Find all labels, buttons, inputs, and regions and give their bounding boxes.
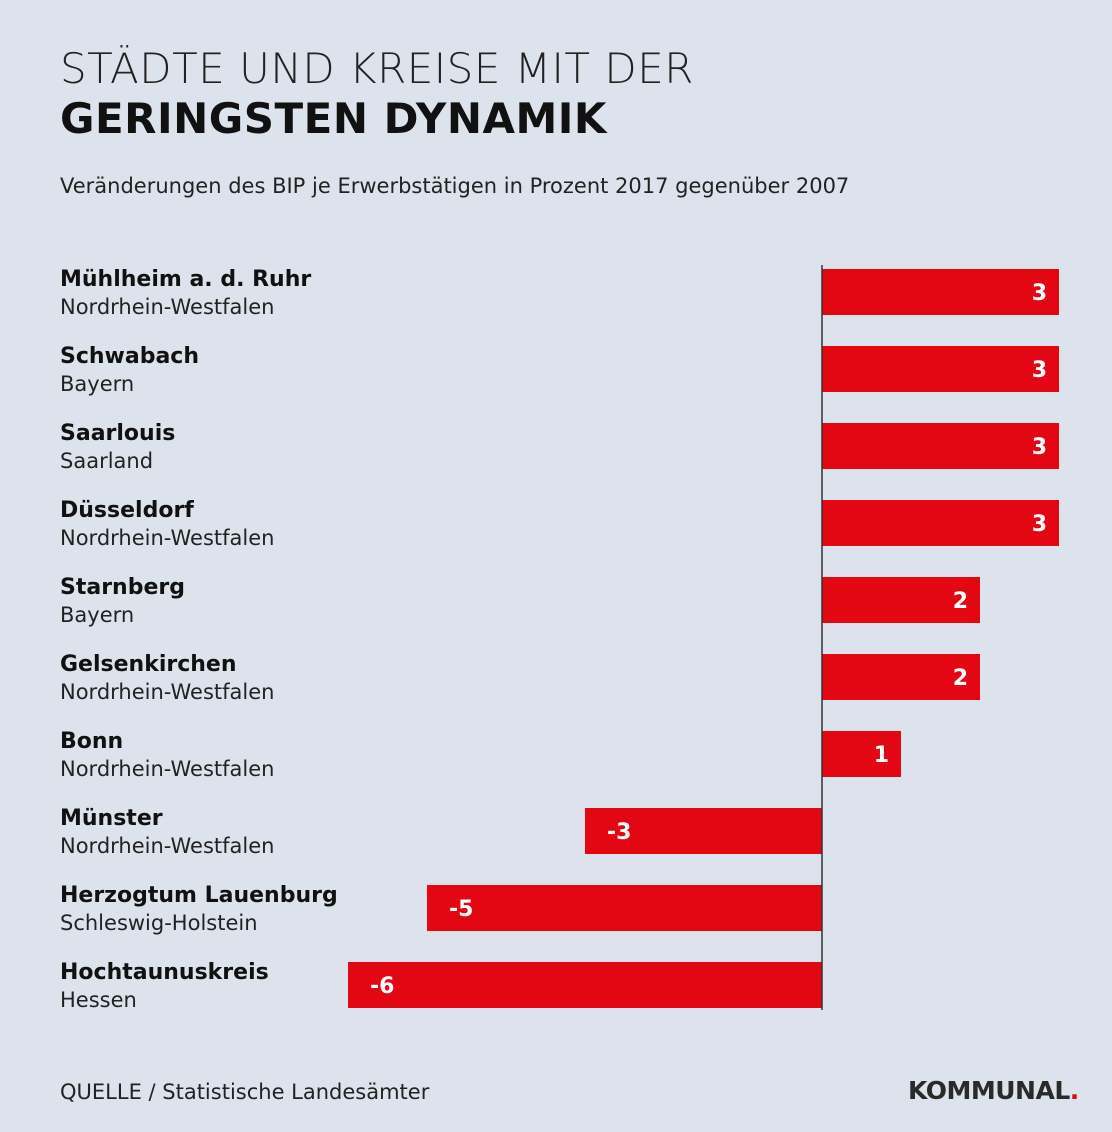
category-label: Gelsenkirchen [60,652,237,677]
bar [822,423,1059,469]
logo-text: KOMMUNAL [908,1076,1070,1105]
category-label: Hochtaunuskreis [60,960,269,985]
bar-value-label: 3 [1032,358,1047,383]
bar-value-label: -5 [449,897,473,922]
region-label: Bayern [60,372,134,396]
bar-value-label: 3 [1032,281,1047,306]
logo-dot: . [1069,1076,1080,1105]
bar [822,731,901,777]
region-label: Nordrhein-Westfalen [60,834,274,858]
region-label: Saarland [60,449,153,473]
region-label: Hessen [60,988,137,1012]
bar-value-label: 3 [1032,435,1047,460]
bar [822,654,980,700]
bar [822,577,980,623]
bar [822,346,1059,392]
bar [427,885,822,931]
title-line-1: STÄDTE UND KREISE MIT DER [60,44,694,93]
bar [348,962,822,1008]
region-label: Schleswig-Holstein [60,911,258,935]
category-label: Düsseldorf [60,498,194,523]
category-label: Mühlheim a. d. Ruhr [60,267,311,292]
bar [822,269,1059,315]
bar-value-label: 3 [1032,512,1047,537]
source-note: QUELLE / Statistische Landesämter [60,1080,430,1104]
region-label: Nordrhein-Westfalen [60,295,274,319]
region-label: Nordrhein-Westfalen [60,526,274,550]
bar-value-label: -3 [607,820,631,845]
region-label: Nordrhein-Westfalen [60,680,274,704]
bar-value-label: -6 [370,974,394,999]
category-label: Saarlouis [60,421,175,446]
chart-subtitle: Veränderungen des BIP je Erwerbstätigen … [60,174,850,198]
kommunal-logo: KOMMUNAL. [908,1076,1079,1105]
title-line-2: GERINGSTEN DYNAMIK [60,94,607,143]
region-label: Bayern [60,603,134,627]
bar [822,500,1059,546]
category-label: Bonn [60,729,123,754]
bar-value-label: 1 [874,743,889,768]
bar-value-label: 2 [953,666,968,691]
category-label: Starnberg [60,575,185,600]
category-label: Schwabach [60,344,199,369]
region-label: Nordrhein-Westfalen [60,757,274,781]
category-label: Herzogtum Lauenburg [60,883,338,908]
bar-chart: 3 Mühlheim a. d. Ruhr Nordrhein-Westfalen 3… [60,265,1059,1012]
category-label: Münster [60,806,163,831]
bar [585,808,822,854]
bar-value-label: 2 [953,589,968,614]
